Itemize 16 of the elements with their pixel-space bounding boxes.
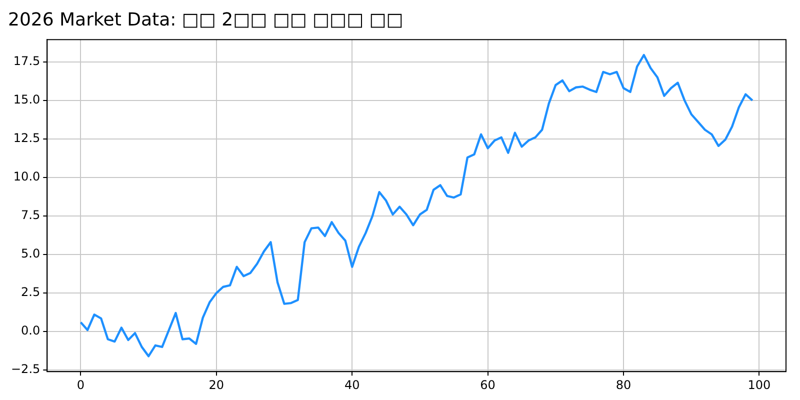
x-tick-label: 20	[208, 378, 224, 392]
y-tick-label: 10.0	[13, 170, 40, 184]
x-tick-label: 80	[616, 378, 632, 392]
y-tick-label: 7.5	[21, 208, 40, 222]
x-tick-label: 60	[480, 378, 496, 392]
y-tick-label: 17.5	[13, 54, 40, 68]
y-tick-label: −2.5	[11, 362, 40, 376]
y-tick-label: 12.5	[13, 131, 40, 146]
y-tick-label: 2.5	[21, 285, 40, 300]
y-tick-label: 15.0	[13, 92, 40, 107]
y-tick-label: 5.0	[21, 246, 40, 261]
y-tick-label: 0.0	[21, 324, 40, 338]
x-tick-label: 40	[344, 378, 360, 392]
chart-title: 2026 Market Data: □□ 2□□ □□ □□□ □□	[8, 9, 404, 30]
x-tick-label: 0	[76, 378, 85, 392]
x-tick-label: 100	[748, 378, 771, 392]
